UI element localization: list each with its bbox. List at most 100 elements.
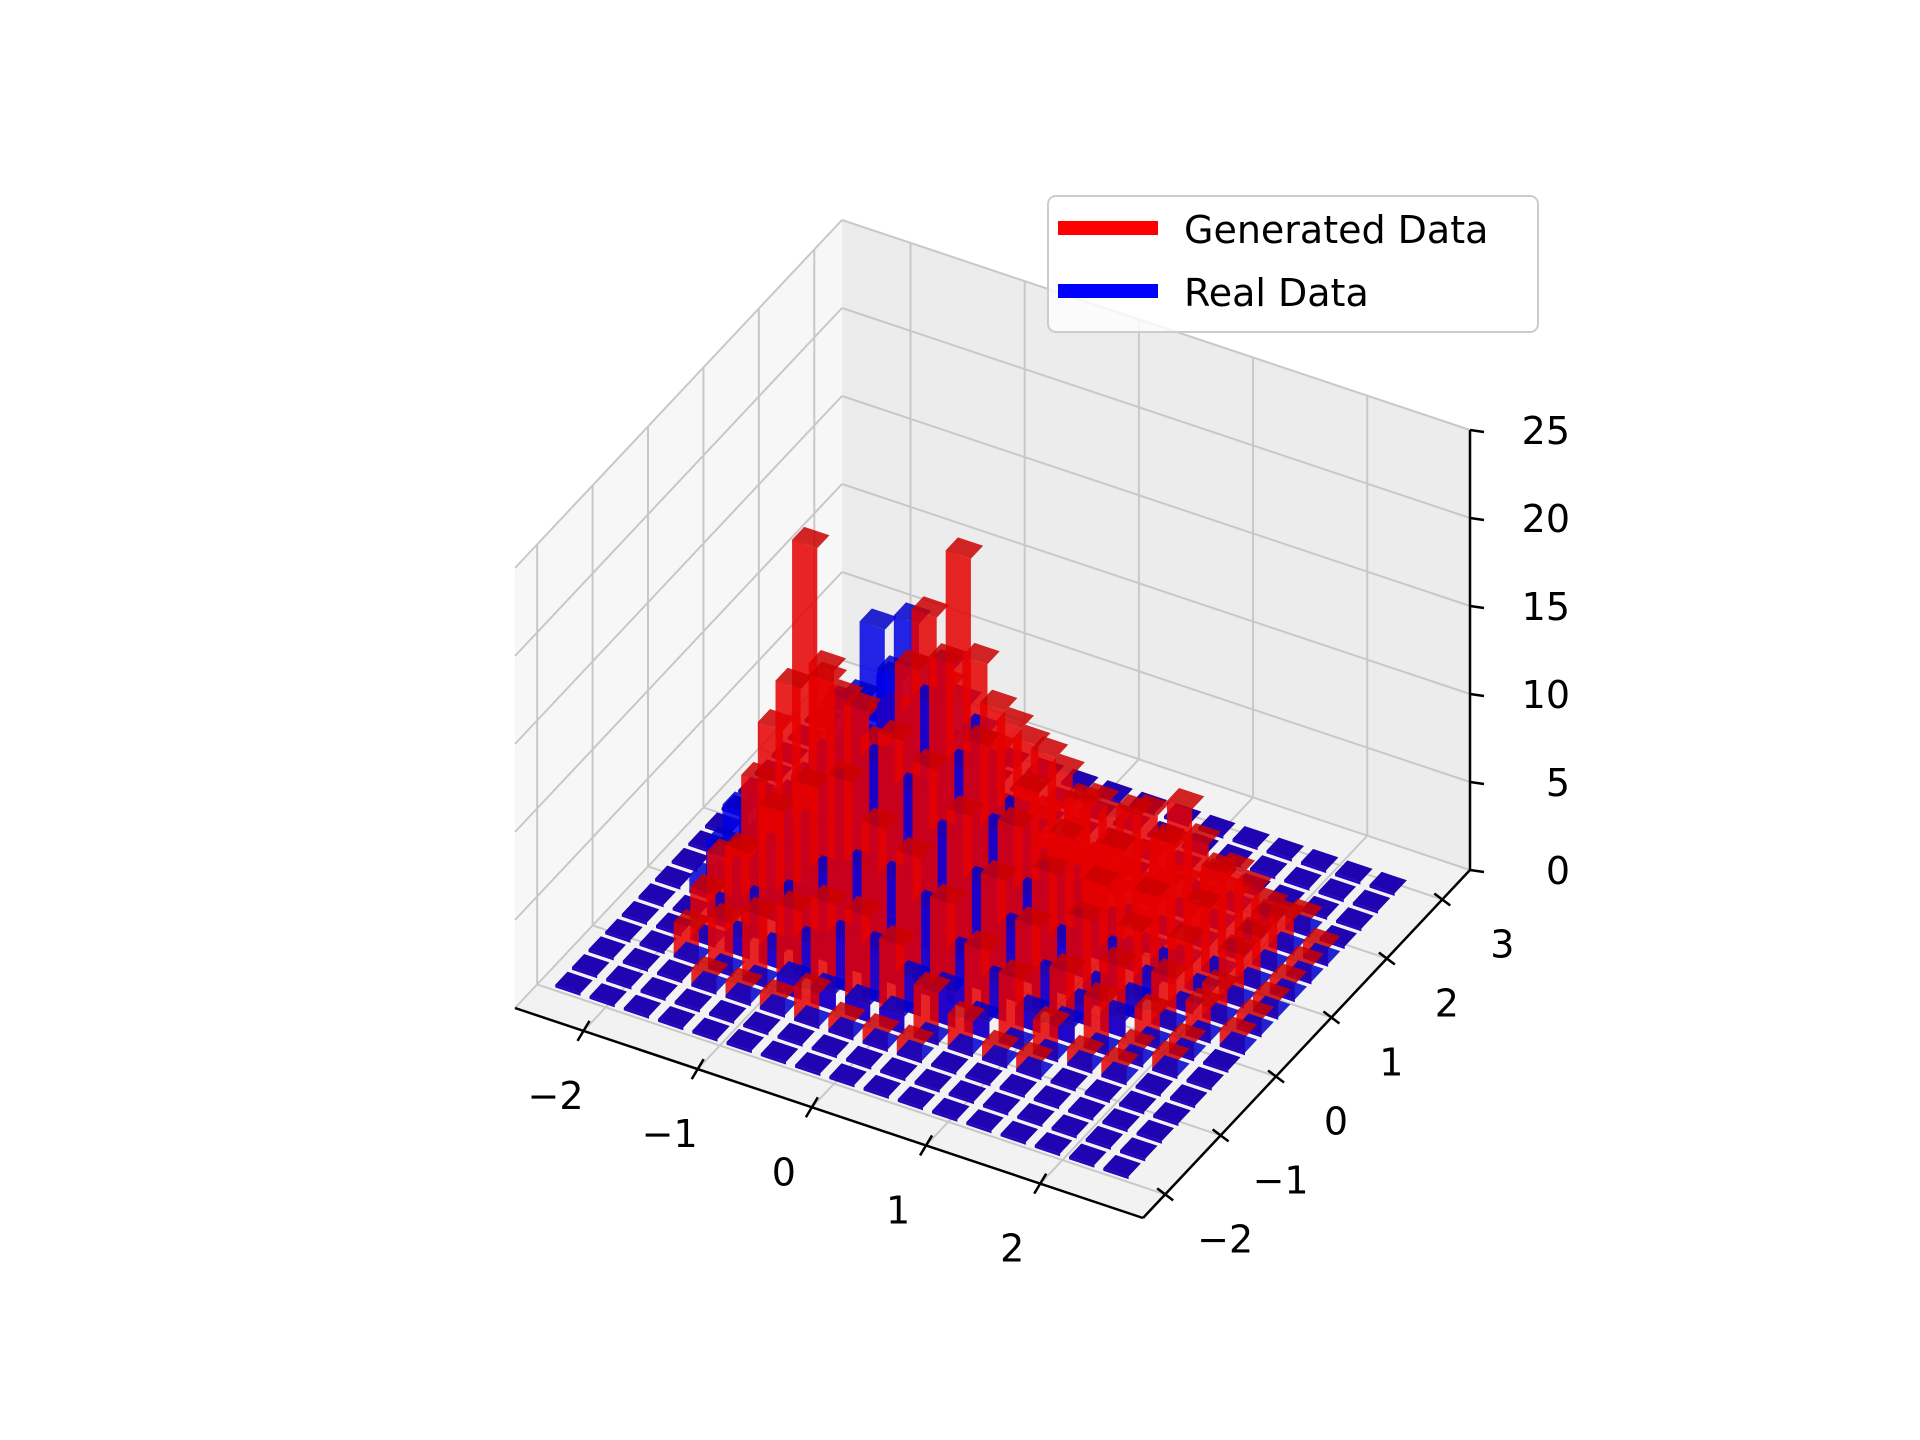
bar-real-data	[1266, 837, 1304, 862]
bar-face-top	[1303, 927, 1341, 950]
bar-face-top	[1067, 1049, 1105, 1072]
bar-face-top	[1016, 1041, 1054, 1063]
bar-face-top	[1253, 980, 1291, 1003]
bar-face-front	[947, 1046, 973, 1058]
bar-face-top	[1269, 963, 1307, 985]
bar-face-top	[623, 994, 662, 1017]
bar-face-top	[1101, 1046, 1139, 1068]
bar-real-data	[1069, 1143, 1107, 1168]
bar-real-data	[1051, 1114, 1089, 1139]
bar-face-top	[862, 1028, 900, 1050]
bar-real-data	[1250, 855, 1288, 880]
bar-face-top	[794, 1005, 832, 1027]
bar-face-front	[1232, 839, 1258, 851]
bar-face-top	[671, 847, 710, 870]
bar-face-front	[1000, 1133, 1026, 1145]
x-tick-label: −2	[527, 1074, 583, 1118]
bar-face-top	[1151, 958, 1189, 980]
tick-mark	[1322, 1010, 1341, 1025]
bar-real-data	[1152, 1055, 1190, 1080]
bar-real-data	[948, 1080, 987, 1105]
bar-real-data	[1068, 1096, 1106, 1121]
bar-face-top	[911, 596, 949, 618]
bar-face-front	[621, 914, 647, 925]
bar-face-top	[657, 959, 695, 981]
bar-face-top	[1150, 823, 1188, 845]
bar-face-front	[1069, 1156, 1095, 1168]
bar-real-data	[726, 1029, 764, 1054]
bar-face-front	[1153, 1114, 1179, 1126]
bar-face-top	[1252, 949, 1290, 971]
bar-real-data	[623, 994, 662, 1019]
bar-face-front	[1318, 891, 1344, 903]
bar-face-top	[913, 971, 951, 993]
bar-real-data	[671, 847, 710, 872]
bar-face-top	[638, 883, 676, 905]
bar-face-top	[640, 977, 678, 999]
bar-real-data	[1369, 871, 1407, 896]
bar-face-top	[1083, 982, 1122, 1004]
bar-real-data	[709, 999, 747, 1024]
bar-face-top	[692, 1017, 730, 1039]
bar-face-front	[777, 1035, 803, 1047]
bar-face-top	[962, 642, 1000, 665]
bar-face-top	[914, 1068, 952, 1090]
bar-face-top	[963, 724, 1001, 747]
bar-real-data	[1170, 1084, 1208, 1109]
bar-face-top	[1102, 1108, 1140, 1130]
bar-face-top	[811, 1034, 850, 1056]
bar-face-top	[896, 1039, 935, 1061]
bar-face-front	[1203, 1061, 1229, 1073]
bar-face-top	[759, 993, 798, 1015]
tick-mark	[918, 1134, 934, 1157]
bar-real-data	[1050, 1067, 1088, 1092]
bar-face-top	[1000, 1120, 1038, 1143]
bar-real-data	[606, 965, 644, 990]
tick-mark	[1469, 780, 1485, 786]
bar-face-top	[725, 967, 763, 989]
y-tick-label: 2	[1435, 982, 1459, 1026]
bar-generated-data	[998, 959, 1036, 1051]
bar-real-data	[914, 1068, 952, 1093]
x-tick-label: 2	[1000, 1227, 1024, 1271]
bar-real-data	[673, 941, 712, 966]
bar-face-front	[657, 972, 683, 984]
bar-face-front	[846, 1058, 872, 1070]
bar-face-front	[982, 1057, 1008, 1069]
z-tick-label: 5	[1546, 761, 1570, 805]
bar-real-data	[1219, 1031, 1258, 1056]
bar-face-top	[673, 909, 712, 931]
bar-face-top	[1031, 853, 1070, 875]
bar-face-top	[589, 983, 627, 1005]
bar-real-data	[1102, 1108, 1140, 1133]
bar-face-front	[897, 1099, 923, 1111]
z-tick-label: 15	[1522, 585, 1570, 629]
gridline-z	[841, 483, 1471, 695]
bar-face-top	[1068, 1096, 1106, 1119]
bar-face-top	[1168, 922, 1206, 945]
bar-face-top	[1167, 788, 1205, 810]
bar-face-top	[622, 947, 661, 970]
bar-real-data	[1186, 1066, 1224, 1091]
bar-face-top	[1232, 826, 1270, 848]
bar-face-top	[1134, 993, 1172, 1015]
bar-face-top	[758, 791, 797, 813]
x-tick-label: 1	[886, 1189, 910, 1233]
bar-face-top	[859, 608, 897, 630]
bar-face-top	[810, 884, 849, 906]
bar-face-top	[1016, 1056, 1054, 1078]
bar-real-data	[947, 1033, 986, 1058]
bar-face-front	[1152, 1068, 1178, 1080]
bar-real-data	[862, 1028, 900, 1052]
bar-real-data	[691, 970, 729, 995]
bar-face-front	[1033, 1098, 1060, 1110]
bar-real-data	[655, 865, 693, 890]
bar-face-front	[589, 996, 615, 1008]
bar-real-data	[638, 883, 676, 908]
bar-real-data	[1318, 878, 1356, 903]
bar-face-front	[572, 967, 598, 979]
bar-real-data	[1084, 1079, 1123, 1104]
tick-mark	[1433, 892, 1452, 907]
bar-face-top	[997, 806, 1035, 829]
z-tick-label: 20	[1522, 497, 1570, 541]
